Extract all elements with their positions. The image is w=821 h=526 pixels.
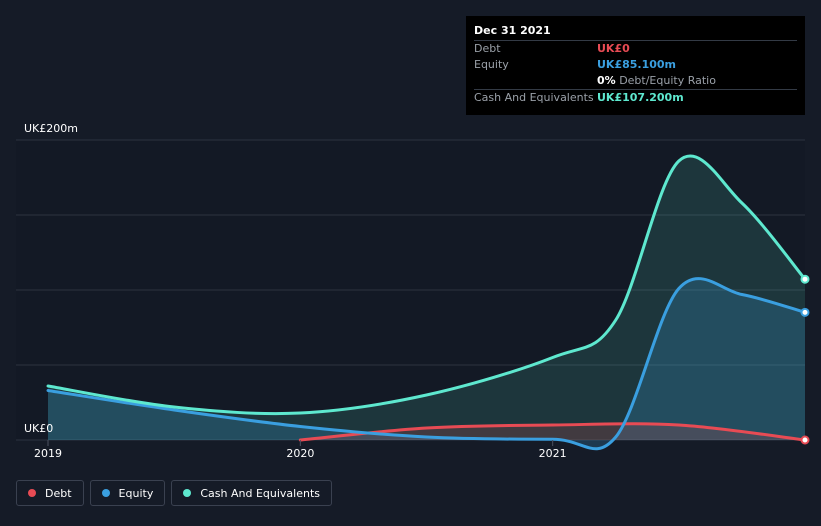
tooltip-value-cash: UK£107.200m: [597, 91, 684, 104]
x-axis-label: 2020: [286, 447, 314, 460]
legend-label: Cash And Equivalents: [200, 486, 320, 500]
y-axis-label-min: UK£0: [24, 422, 53, 435]
tooltip-row-cash: Cash And Equivalents UK£107.200m: [474, 89, 797, 106]
tooltip-label: Cash And Equivalents: [474, 91, 594, 104]
tooltip-row-equity: Equity UK£85.100m: [474, 57, 797, 73]
legend-item-debt[interactable]: Debt: [16, 480, 84, 506]
tooltip-label: Debt: [474, 42, 501, 55]
legend-item-equity[interactable]: Equity: [89, 480, 166, 506]
x-axis-label: 2021: [539, 447, 567, 460]
legend: Debt Equity Cash And Equivalents: [16, 480, 332, 506]
tooltip-value-ratio: 0% Debt/Equity Ratio: [597, 73, 716, 89]
ratio-value: 0%: [597, 74, 616, 87]
legend-dot-icon: [101, 489, 110, 497]
area-cash-and-equivalents: [48, 155, 805, 440]
y-axis-label-max: UK£200m: [24, 122, 78, 135]
legend-item-cash[interactable]: Cash And Equivalents: [171, 480, 332, 506]
tooltip-row-debt: Debt UK£0: [474, 40, 797, 57]
tooltip-panel: Dec 31 2021 Debt UK£0 Equity UK£85.100m …: [466, 16, 805, 115]
area-equity: [48, 278, 805, 449]
endpoint-debt: [800, 435, 810, 445]
legend-label: Debt: [45, 486, 72, 500]
line-equity: [46, 277, 807, 451]
x-axis-label: 2019: [34, 447, 62, 460]
legend-dot-icon: [28, 489, 36, 497]
legend-label: Equity: [118, 486, 154, 500]
tooltip-value-equity: UK£85.100m: [597, 58, 677, 71]
line-cash-and-equivalents: [46, 154, 807, 416]
legend-dot-icon: [183, 489, 192, 497]
axis-labels: UK£200m UK£0 2019 2020 2021: [24, 122, 567, 460]
tooltip-date: Dec 31 2021: [474, 24, 551, 37]
tooltip-label: Equity: [474, 58, 509, 71]
endpoint-equity: [800, 307, 810, 317]
gridlines: [16, 139, 805, 441]
series-lines: [46, 154, 810, 451]
ratio-suffix: Debt/Equity Ratio: [619, 74, 716, 87]
endpoint-cash-and-equivalents: [800, 274, 810, 284]
line-debt: [298, 422, 807, 442]
tooltip-label: [474, 73, 597, 89]
tooltip-value-debt: UK£0: [597, 42, 630, 55]
tooltip-row-ratio: 0% Debt/Equity Ratio: [474, 73, 797, 89]
